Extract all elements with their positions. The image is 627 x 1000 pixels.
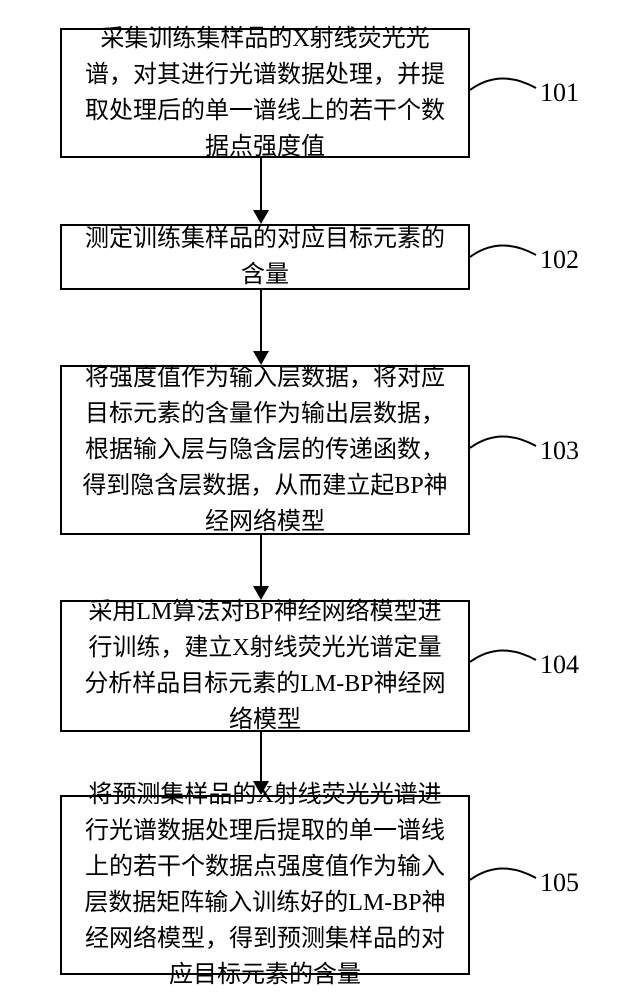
- flow-node-5-text: 将预测集样品的X射线荧光光谱进行光谱数据处理后提取的单一谱线上的若干个数据点强度…: [78, 777, 452, 993]
- flow-label-4: 104: [540, 652, 579, 678]
- label-connector-4: [470, 642, 540, 682]
- arrow-2-line: [260, 290, 262, 351]
- flow-node-2: 测定训练集样品的对应目标元素的含量: [60, 224, 470, 290]
- arrow-3-line: [260, 535, 262, 586]
- flow-node-5: 将预测集样品的X射线荧光光谱进行光谱数据处理后提取的单一谱线上的若干个数据点强度…: [60, 795, 470, 975]
- label-connector-5: [470, 860, 540, 900]
- arrow-1-line: [260, 158, 262, 210]
- label-connector-1: [470, 70, 540, 110]
- flow-label-3: 103: [540, 438, 579, 464]
- flow-node-4: 采用LM算法对BP神经网络模型进行训练，建立X射线荧光光谱定量分析样品目标元素的…: [60, 600, 470, 732]
- label-connector-3: [470, 428, 540, 468]
- flow-node-1: 采集训练集样品的X射线荧光光谱，对其进行光谱数据处理，并提取处理后的单一谱线上的…: [60, 28, 470, 158]
- flow-node-3: 将强度值作为输入层数据，将对应目标元素的含量作为输出层数据，根据输入层与隐含层的…: [60, 365, 470, 535]
- flow-label-2: 102: [540, 247, 579, 273]
- flow-label-1: 101: [540, 80, 579, 106]
- flow-label-5: 105: [540, 870, 579, 896]
- label-connector-2: [470, 237, 540, 277]
- arrow-4-line: [260, 732, 262, 781]
- flow-node-2-text: 测定训练集样品的对应目标元素的含量: [78, 221, 452, 293]
- flowchart-canvas: 采集训练集样品的X射线荧光光谱，对其进行光谱数据处理，并提取处理后的单一谱线上的…: [0, 0, 627, 1000]
- flow-node-4-text: 采用LM算法对BP神经网络模型进行训练，建立X射线荧光光谱定量分析样品目标元素的…: [78, 594, 452, 738]
- flow-node-1-text: 采集训练集样品的X射线荧光光谱，对其进行光谱数据处理，并提取处理后的单一谱线上的…: [78, 21, 452, 165]
- flow-node-3-text: 将强度值作为输入层数据，将对应目标元素的含量作为输出层数据，根据输入层与隐含层的…: [78, 360, 452, 540]
